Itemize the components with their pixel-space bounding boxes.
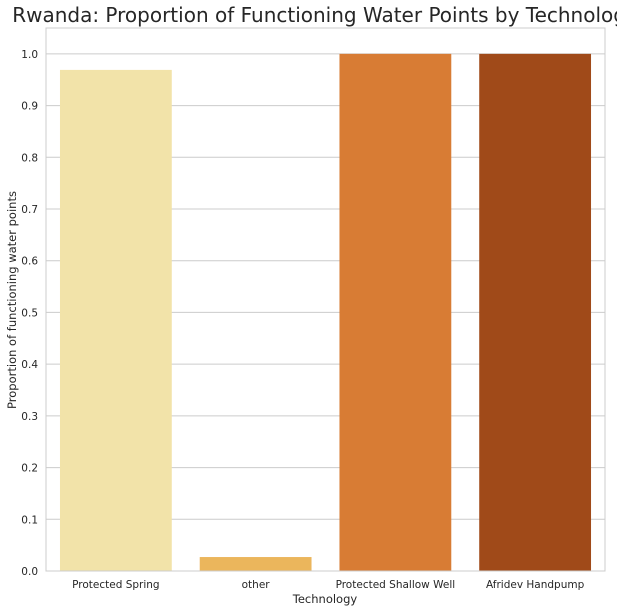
bar-afridev-handpump: [479, 53, 592, 572]
y-tick-label: 0.5: [21, 307, 38, 319]
y-tick-label: 0.0: [21, 566, 38, 578]
y-tick-label: 0.3: [21, 411, 38, 423]
x-tick-label: Protected Shallow Well: [336, 579, 456, 591]
x-tick-labels: Protected Spring other Protected Shallow W…: [72, 579, 584, 591]
y-tick-labels: 0.0 0.1 0.2 0.3 0.4 0.5 0.6 0.7 0.8 0.9 1.0: [21, 49, 38, 578]
y-tick-label: 1.0: [21, 49, 38, 61]
y-tick-label: 0.4: [21, 359, 38, 371]
y-tick-label: 0.6: [21, 256, 38, 268]
x-axis-label: Technology: [292, 592, 358, 606]
y-axis-label: Proportion of functioning water points: [5, 191, 19, 409]
bar-protected-spring: [59, 69, 172, 571]
plot-frame: [45, 27, 606, 572]
chart-title: Rwanda: Proportion of Functioning Water …: [12, 3, 617, 27]
x-tick-label: Protected Spring: [72, 579, 159, 591]
bar-other: [199, 557, 312, 571]
x-tick-label: other: [242, 579, 271, 591]
y-tick-label: 0.2: [21, 463, 38, 475]
x-tick-label: Afridev Handpump: [486, 579, 585, 591]
y-tick-label: 0.9: [21, 101, 38, 113]
y-tick-label: 0.7: [21, 204, 38, 216]
y-tick-label: 0.8: [21, 152, 38, 164]
y-tick-label: 0.1: [21, 514, 38, 526]
bars: [59, 53, 592, 572]
bar-protected-shallow-well: [339, 53, 452, 572]
